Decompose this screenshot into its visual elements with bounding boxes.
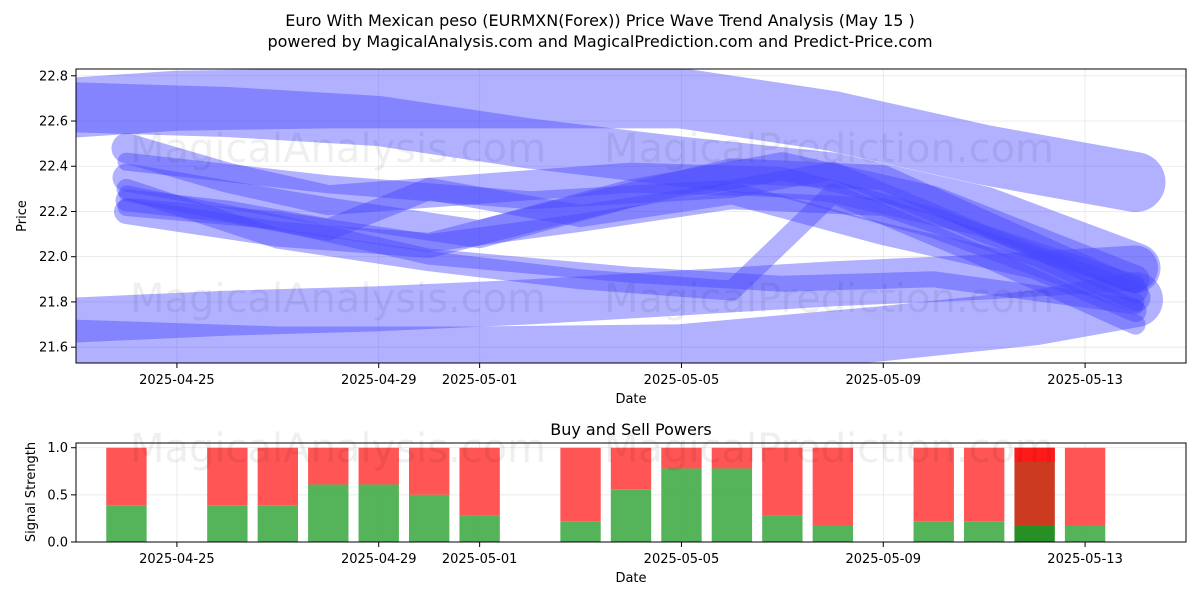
price-y-tick-label: 22.0 [39, 250, 68, 265]
price-x-tick-label: 2025-05-01 [442, 373, 518, 388]
buy-bar [459, 515, 500, 542]
price-y-tick-label: 22.8 [39, 69, 68, 84]
price-y-tick-label: 21.6 [39, 341, 68, 356]
buy-bar [409, 494, 450, 542]
price-wave-line-7 [117, 191, 1145, 311]
sell-bar [610, 447, 652, 490]
buy-bar [711, 468, 753, 542]
price-x-tick-label: 2025-04-25 [139, 373, 215, 388]
price-y-tick-label: 21.8 [39, 295, 68, 310]
watermark-prediction-bottom: MagicalPrediction.com [604, 426, 1054, 472]
price-x-axis-label: Date [615, 392, 646, 407]
chart-title-line2: powered by MagicalAnalysis.com and Magic… [267, 32, 932, 51]
price-wave-line-10 [112, 152, 1150, 294]
buy-bar [207, 505, 248, 542]
buy-bar [762, 515, 803, 542]
signal-y-tick-label: 0.0 [47, 536, 68, 551]
sell-bar [257, 447, 298, 506]
price-wave-line-6 [115, 177, 1147, 322]
sell-bar [560, 447, 601, 522]
price-wave-line-8 [116, 178, 1146, 335]
watermark-analysis-bottom: MagicalAnalysis.com [130, 426, 546, 472]
signal-y-axis-label: Signal Strength [24, 442, 39, 542]
sell-bar [812, 447, 853, 526]
sell-bar [661, 447, 702, 469]
watermark-analysis-top2: MagicalAnalysis.com [130, 276, 546, 322]
signal-y-tick-label: 1.0 [47, 441, 68, 456]
price-gridlines [76, 69, 1186, 363]
watermark-analysis-top1: MagicalAnalysis.com [130, 126, 546, 172]
price-wave-line-12 [117, 152, 1145, 293]
signal-x-axis-ticks: 2025-04-25 2025-04-29 2025-05-01 2025-05-05… [139, 542, 1123, 567]
sell-bar-highlight [1014, 447, 1055, 462]
chart-title-line1: Euro With Mexican peso (EURMXN(Forex)) P… [285, 11, 915, 30]
buy-bar [358, 484, 399, 542]
price-wave-line-4 [76, 272, 1163, 363]
buy-bar [1064, 525, 1106, 542]
price-y-axis-ticks: 21.6 21.8 22.0 22.2 22.4 22.6 22.8 [39, 69, 76, 356]
sell-bar [762, 447, 803, 516]
price-wave-line-2 [76, 82, 1161, 293]
buy-bar [812, 525, 853, 542]
watermark-prediction-top2: MagicalPrediction.com [604, 276, 1054, 322]
buy-bar [308, 484, 349, 542]
sell-bar [409, 447, 450, 495]
sell-bar [308, 447, 349, 485]
signal-y-tick-label: 0.5 [47, 488, 68, 503]
price-plot-frame [75, 68, 1187, 364]
sell-bar [106, 447, 147, 506]
sell-bar [1064, 447, 1106, 526]
price-wave-lines [76, 69, 1166, 363]
buy-bar [257, 505, 298, 542]
signal-bars [106, 447, 1106, 542]
buy-bar [610, 489, 652, 542]
price-y-tick-label: 22.2 [39, 205, 68, 220]
signal-x-axis-label: Date [615, 571, 646, 586]
buy-bar [1014, 525, 1055, 542]
signal-plot-frame [75, 442, 1187, 543]
sell-bar [964, 447, 1005, 522]
signal-chart-panel: Buy and Sell Powers MagicalAnalysis.com … [24, 420, 1187, 586]
price-y-axis-label: Price [15, 200, 30, 232]
price-wave-line-5 [111, 133, 1151, 313]
buy-bar [913, 521, 954, 542]
signal-x-tick-label: 2025-05-13 [1047, 552, 1123, 567]
price-x-tick-label: 2025-05-13 [1047, 373, 1123, 388]
sell-bar [913, 447, 954, 522]
signal-chart-title: Buy and Sell Powers [550, 420, 712, 439]
sell-bar [358, 447, 399, 485]
signal-x-tick-label: 2025-05-09 [845, 552, 921, 567]
signal-x-tick-label: 2025-05-05 [644, 552, 720, 567]
sell-bar [459, 447, 500, 516]
price-x-tick-label: 2025-04-29 [341, 373, 417, 388]
price-wave-line-3 [76, 245, 1158, 343]
buy-bar [106, 505, 147, 542]
buy-bar [560, 521, 601, 542]
buy-bar [661, 468, 702, 542]
price-y-tick-label: 22.4 [39, 160, 68, 175]
price-wave-line-1 [76, 69, 1166, 213]
buy-bar [964, 521, 1005, 542]
signal-x-tick-label: 2025-04-29 [341, 552, 417, 567]
signal-x-tick-label: 2025-05-01 [442, 552, 518, 567]
price-y-tick-label: 22.6 [39, 115, 68, 130]
price-wave-line-9 [114, 158, 1148, 304]
signal-y-axis-ticks: 0.0 0.5 1.0 [47, 441, 76, 551]
price-chart-panel: MagicalAnalysis.com MagicalPrediction.co… [15, 68, 1187, 407]
watermark-prediction-top1: MagicalPrediction.com [604, 126, 1054, 172]
signal-x-tick-label: 2025-04-25 [139, 552, 215, 567]
sell-bar [711, 447, 753, 469]
price-x-tick-label: 2025-05-09 [845, 373, 921, 388]
price-wave-line-11 [118, 185, 1144, 315]
price-x-axis-ticks: 2025-04-25 2025-04-29 2025-05-01 2025-05-05… [139, 363, 1123, 388]
price-x-tick-label: 2025-05-05 [644, 373, 720, 388]
sell-bar [207, 447, 248, 506]
